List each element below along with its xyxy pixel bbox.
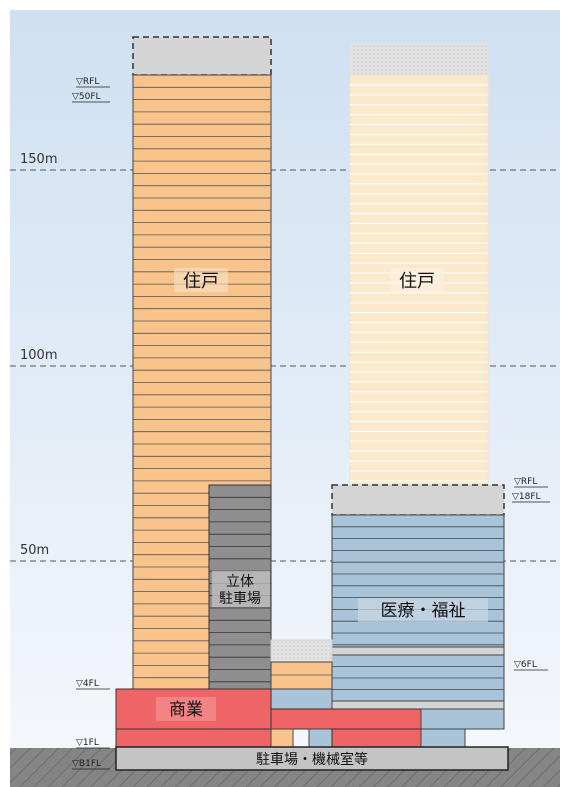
right-tower-floor-lines [350,84,488,482]
label-residential-left: 住戸 [183,271,219,292]
marker-6fl-right: ▽6FL [514,660,537,670]
basement-block [115,746,509,771]
ground-floor-red [331,728,422,748]
medical-upper [331,514,505,648]
link-roof [270,639,333,663]
link-podium-blue [270,688,333,710]
label-parking-1: 立体 [226,574,254,590]
commercial-lower [115,728,272,748]
link-residential [270,661,333,690]
marker-b1fl-left: ▽B1FL [72,759,101,769]
commercial-right-strip [270,708,422,730]
label-residential-right: 住戸 [399,271,435,292]
label-150m: 150m [20,152,57,167]
floor-markers-right: ▽RFL ▽18FL ▽6FL [512,477,550,671]
marker-18fl-right: ▽18FL [512,492,541,502]
marker-rfl-right: ▽RFL [514,477,537,487]
height-guides [10,169,560,562]
right-tower-roof [349,42,489,76]
podium-blue-right [420,708,505,730]
medical-base-band [331,700,505,710]
ground-floor-blue-1 [308,728,333,748]
marker-4fl-left: ▽4FL [76,679,99,689]
label-basement: 駐車場・機械室等 [256,751,368,768]
medical-roof [331,484,505,516]
link-block [270,639,333,710]
label-100m: 100m [20,348,57,363]
label-parking-2: 駐車場 [219,590,261,607]
label-50m: 50m [20,543,49,558]
medical-band [331,646,505,656]
ground-floor-blue-2 [420,728,466,748]
marker-1fl-left: ▽1FL [76,738,99,748]
right-tower [349,42,489,486]
left-tower-floor-lines [133,86,271,679]
marker-rfl-left: ▽RFL [76,77,99,87]
medical-block [331,484,505,710]
left-tower-roof [132,36,272,76]
ground-floor-orange [270,728,294,748]
label-medical: 医療・福祉 [381,601,466,621]
zone-labels: 住戸 住戸 立体 駐車場 医療・福祉 商業 駐車場・機械室等 [156,268,488,768]
marker-50fl-left: ▽50FL [72,92,101,102]
label-commercial: 商業 [169,700,203,720]
floor-markers-left: ▽RFL ▽50FL ▽4FL ▽1FL ▽B1FL [72,77,110,770]
